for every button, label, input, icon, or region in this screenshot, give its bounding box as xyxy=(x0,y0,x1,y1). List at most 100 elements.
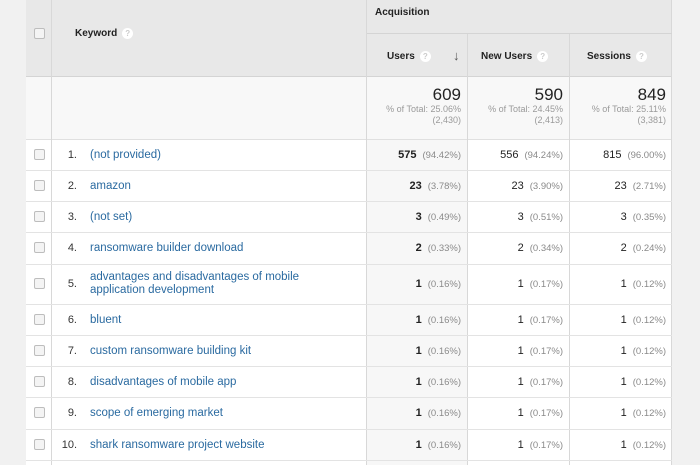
row-checkbox[interactable] xyxy=(34,313,45,325)
table-row: 5. advantages and disadvantages of mobil… xyxy=(26,265,672,305)
new-users-value: 1 xyxy=(517,438,524,451)
new-users-value: 23 xyxy=(511,179,524,192)
row-checkbox[interactable] xyxy=(34,375,45,387)
keyword-link[interactable]: (not set) xyxy=(90,210,133,223)
table-row: 1. (not provided) 575 (94.42%) 556 (94.24%… xyxy=(26,140,672,171)
users-column-header[interactable]: Users? xyxy=(387,51,431,62)
help-icon[interactable]: ? xyxy=(122,28,134,39)
new-users-pct: (3.90%) xyxy=(529,180,563,192)
new-users-pct: (0.17%) xyxy=(529,408,563,419)
sessions-cell: 815 (96.00%) xyxy=(569,149,666,161)
new-users-value: 1 xyxy=(517,278,524,290)
sessions-pct: (0.12%) xyxy=(632,408,666,419)
keyword-column-header[interactable]: Keyword? xyxy=(75,28,134,40)
row-checkbox[interactable] xyxy=(34,242,45,253)
sessions-pct: (0.12%) xyxy=(632,279,666,290)
sessions-value: 3 xyxy=(620,210,627,223)
keyword-link[interactable]: (not provided) xyxy=(90,148,161,161)
new-users-total: 590 % of Total: 24.45% (2,413) xyxy=(468,86,563,126)
sort-descending-arrow-icon[interactable]: ↓ xyxy=(453,48,460,63)
table-row: 9. scope of emerging market 1 (0.16%) 1 (0… xyxy=(26,398,672,430)
keyword-label: Keyword xyxy=(75,28,118,40)
keyword-link[interactable]: advantages and disadvantages of mobile a… xyxy=(90,271,300,296)
sessions-column-header[interactable]: Sessions? xyxy=(587,51,647,62)
keyword-link[interactable]: disadvantages of mobile app xyxy=(90,375,237,388)
sessions-value: 1 xyxy=(620,407,627,419)
keyword-link[interactable]: shark ransomware project website xyxy=(90,438,265,451)
users-cell: 1 (0.16%) xyxy=(366,439,461,451)
sessions-total-value: 849 xyxy=(637,85,666,104)
divider xyxy=(467,34,468,465)
keyword-link[interactable]: amazon xyxy=(90,179,131,192)
users-cell: 2 (0.33%) xyxy=(366,242,461,254)
new-users-pct: (0.17%) xyxy=(529,376,563,388)
table-row: 7. custom ransomware building kit 1 (0.16… xyxy=(26,336,672,367)
sessions-value: 1 xyxy=(620,278,627,290)
new-users-pct: (0.34%) xyxy=(529,243,563,254)
users-cell: 3 (0.49%) xyxy=(366,211,461,223)
keyword-link[interactable]: custom ransomware building kit xyxy=(90,344,252,357)
sessions-value: 815 xyxy=(603,148,622,161)
users-value: 1 xyxy=(415,438,422,451)
table-row: 2. amazon 23 (3.78%) 23 (3.90%) 23 (2.71%) xyxy=(26,171,672,202)
sessions-total-site: (3,381) xyxy=(637,115,666,125)
row-checkbox[interactable] xyxy=(34,438,45,450)
sessions-pct: (0.12%) xyxy=(632,439,666,451)
users-cell: 23 (3.78%) xyxy=(366,180,461,192)
sessions-pct: (2.71%) xyxy=(632,180,666,192)
sessions-cell: 23 (2.71%) xyxy=(569,180,666,192)
sessions-value: 1 xyxy=(620,313,627,326)
keyword-link[interactable]: bluent xyxy=(90,313,122,326)
users-value: 2 xyxy=(415,242,422,254)
row-checkbox[interactable] xyxy=(34,148,45,160)
sessions-pct: (96.00%) xyxy=(627,149,666,161)
users-pct: (0.16%) xyxy=(427,279,461,290)
new-users-pct: (0.17%) xyxy=(529,279,563,290)
sessions-pct: (0.24%) xyxy=(632,243,666,254)
keyword-link[interactable]: scope of emerging market xyxy=(90,407,223,419)
sessions-cell: 1 (0.12%) xyxy=(569,376,666,388)
help-icon[interactable]: ? xyxy=(419,51,431,62)
table-row: 10. shark ransomware project website 1 (0… xyxy=(26,430,672,461)
new-users-column-header[interactable]: New Users? xyxy=(481,51,549,63)
users-value: 23 xyxy=(409,179,422,192)
new-users-label: New Users xyxy=(481,51,533,63)
sessions-cell: 1 (0.12%) xyxy=(569,439,666,451)
row-checkbox[interactable] xyxy=(34,179,45,191)
users-cell: 1 (0.16%) xyxy=(366,278,461,290)
row-checkbox[interactable] xyxy=(34,278,45,289)
row-checkbox[interactable] xyxy=(34,210,45,222)
sessions-cell: 1 (0.12%) xyxy=(569,314,666,326)
table-row: 4. ransomware builder download 2 (0.33%) … xyxy=(26,233,672,265)
sessions-pct: (0.35%) xyxy=(632,211,666,223)
users-cell: 575 (94.42%) xyxy=(366,149,461,161)
new-users-cell: 2 (0.34%) xyxy=(467,242,563,254)
row-checkbox[interactable] xyxy=(34,344,45,356)
row-number: 2. xyxy=(67,179,77,192)
row-checkbox[interactable] xyxy=(34,407,45,418)
new-users-cell: 1 (0.17%) xyxy=(467,376,563,388)
new-users-value: 556 xyxy=(500,148,519,161)
divider xyxy=(367,33,672,34)
select-all-checkbox[interactable] xyxy=(34,28,45,39)
acquisition-group-label: Acquisition xyxy=(375,7,430,18)
row-number: 6. xyxy=(67,313,77,326)
users-total-value: 609 xyxy=(432,85,461,104)
users-label: Users xyxy=(387,51,415,63)
users-value: 1 xyxy=(415,375,422,388)
sessions-pct: (0.12%) xyxy=(632,314,666,326)
row-number: 7. xyxy=(67,344,77,357)
help-icon[interactable]: ? xyxy=(635,51,647,62)
new-users-value: 1 xyxy=(517,344,524,357)
new-users-cell: 1 (0.17%) xyxy=(467,314,563,326)
sessions-value: 1 xyxy=(620,344,627,357)
help-icon[interactable]: ? xyxy=(537,51,549,62)
divider xyxy=(569,34,570,465)
new-users-cell: 23 (3.90%) xyxy=(467,180,563,192)
sessions-pct: (0.12%) xyxy=(632,376,666,388)
totals-row xyxy=(26,77,672,140)
sessions-cell: 1 (0.12%) xyxy=(569,345,666,357)
users-total-site: (2,430) xyxy=(432,115,461,125)
keyword-link[interactable]: ransomware builder download xyxy=(90,242,244,254)
row-number: 9. xyxy=(67,407,77,419)
